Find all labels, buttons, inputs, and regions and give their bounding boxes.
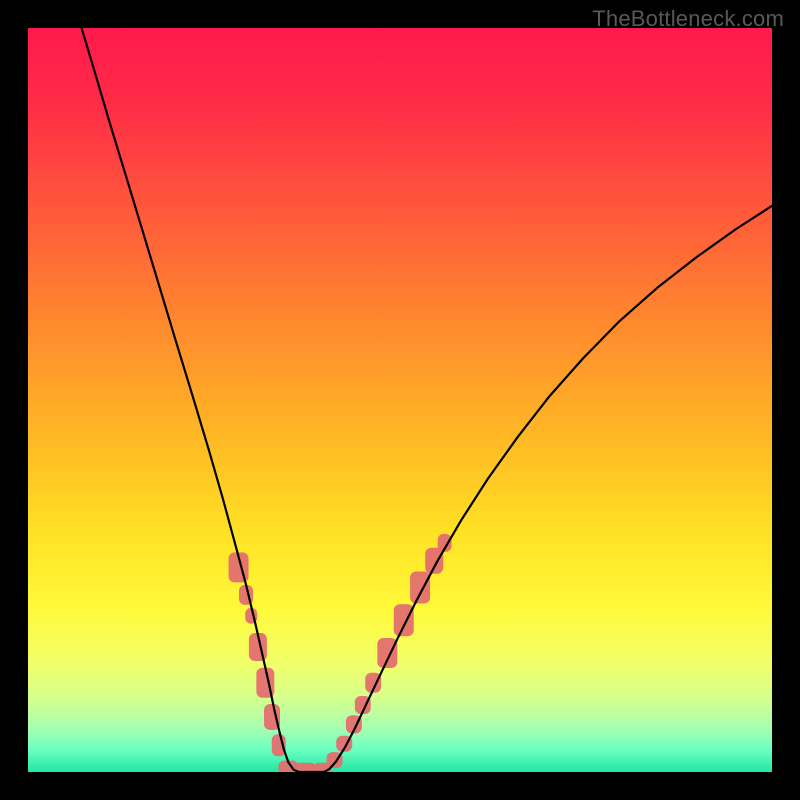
marker-point [394,604,414,636]
curves-svg [28,28,772,772]
right-curve [324,206,772,772]
left-curve [82,28,299,772]
marker-point [377,638,397,668]
chart-container: TheBottleneck.com [0,0,800,800]
plot-area [28,28,772,772]
marker-point [410,571,430,603]
watermark-text: TheBottleneck.com [592,6,784,32]
marker-point [425,548,443,574]
